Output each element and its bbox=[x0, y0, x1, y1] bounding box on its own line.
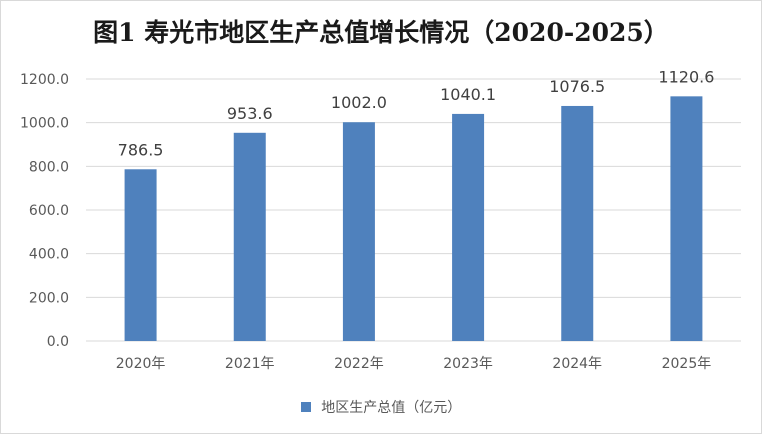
bar bbox=[124, 169, 157, 341]
y-tick-label: 1000.0 bbox=[20, 116, 69, 132]
y-tick-label: 200.0 bbox=[29, 290, 69, 306]
y-tick-label: 0.0 bbox=[47, 334, 69, 350]
chart-title: 图1 寿光市地区生产总值增长情况（2020-2025） bbox=[93, 18, 669, 47]
legend-label: 地区生产总值（亿元） bbox=[321, 400, 462, 416]
data-label: 953.6 bbox=[227, 104, 273, 123]
legend-swatch bbox=[300, 402, 311, 412]
x-tick-label: 2025年 bbox=[662, 356, 712, 372]
bar bbox=[561, 105, 594, 341]
y-tick-label: 800.0 bbox=[29, 159, 69, 175]
data-label: 1120.6 bbox=[658, 67, 714, 86]
data-label: 1040.1 bbox=[440, 85, 496, 104]
bar bbox=[342, 122, 375, 341]
bar bbox=[670, 96, 703, 341]
data-label: 1076.5 bbox=[549, 77, 605, 96]
x-tick-label: 2021年 bbox=[225, 356, 275, 372]
chart-legend: 地区生产总值（亿元） bbox=[1, 397, 761, 417]
y-tick-label: 400.0 bbox=[29, 247, 69, 263]
bar bbox=[452, 113, 485, 341]
x-tick-label: 2020年 bbox=[116, 356, 166, 372]
x-tick-label: 2022年 bbox=[334, 356, 384, 372]
bar bbox=[233, 132, 266, 341]
x-tick-label: 2023年 bbox=[443, 356, 493, 372]
data-label: 786.5 bbox=[118, 140, 164, 159]
y-tick-label: 1200.0 bbox=[20, 72, 69, 88]
x-tick-label: 2024年 bbox=[552, 356, 602, 372]
data-label: 1002.0 bbox=[331, 93, 387, 112]
y-tick-label: 600.0 bbox=[29, 203, 69, 219]
